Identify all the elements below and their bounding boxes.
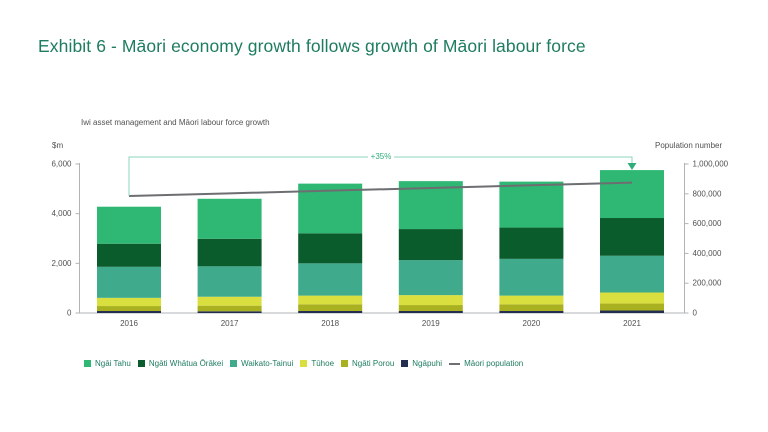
legend-label: Ngāi Tahu	[95, 359, 131, 368]
bar-segment-2018	[298, 311, 363, 313]
bar-segment-2020	[499, 258, 564, 296]
bar-segment-2019	[398, 311, 463, 313]
bar-segment-2018	[298, 233, 363, 264]
bar-segment-2020	[499, 311, 564, 313]
right-axis-tick-label: 800,000	[693, 189, 722, 198]
legend-item: Tūhoe	[300, 359, 334, 368]
legend-swatch-icon	[341, 360, 349, 367]
bar-segment-2016	[97, 206, 161, 244]
right-axis-tick-label: 200,000	[693, 279, 722, 288]
bar-segment-2021	[600, 170, 664, 219]
legend-swatch-icon	[230, 360, 238, 367]
legend-label: Ngāpuhi	[412, 359, 443, 368]
right-axis-unit-label: Population number	[655, 141, 723, 150]
legend-label: Māori population	[464, 359, 524, 368]
right-axis-tick-label: 1,000,000	[693, 160, 729, 169]
bar-segment-2020	[499, 295, 564, 305]
bar-segment-2019	[398, 229, 463, 261]
bar-segment-2020	[499, 227, 564, 259]
left-axis-unit-label: $m	[52, 141, 64, 150]
bar-segment-2017	[197, 198, 262, 239]
legend-item: Ngāti Porou	[341, 359, 394, 368]
bar-segment-2018	[298, 304, 363, 312]
bar-segment-2017	[197, 266, 262, 297]
x-axis-label: 2019	[422, 319, 440, 328]
bar-segment-2017	[197, 296, 262, 306]
bar-segment-2020	[499, 181, 564, 228]
bar-segment-2017	[197, 238, 262, 267]
legend-label: Waikato-Tainui	[241, 359, 294, 368]
bar-segment-2019	[398, 295, 463, 306]
legend-item: Ngāti Whātua Ōrākei	[137, 359, 224, 368]
legend-item: Māori population	[449, 359, 523, 368]
legend-label: Tūhoe	[311, 359, 335, 368]
left-axis-tick-label: 4,000	[51, 209, 72, 218]
bar-segment-2019	[398, 305, 463, 312]
x-axis-label: 2017	[221, 319, 239, 328]
left-axis-tick-label: 6,000	[51, 160, 72, 169]
page-title: Exhibit 6 - Māori economy growth follows…	[38, 36, 586, 56]
bar-segment-2016	[97, 266, 161, 298]
bar-segment-2017	[197, 305, 262, 312]
population-line	[128, 181, 633, 198]
legend-swatch-icon	[84, 360, 91, 367]
chart-subtitle: Iwi asset management and Māori labour fo…	[81, 118, 270, 127]
growth-bracket-right	[394, 156, 633, 163]
growth-annotation: +35%	[370, 151, 392, 161]
bar-segment-2021	[600, 218, 664, 256]
legend-item: Ngāpuhi	[401, 359, 442, 368]
left-axis-tick-label: 2,000	[51, 259, 72, 268]
x-axis-label: 2020	[523, 319, 541, 328]
legend-line-icon	[449, 362, 461, 365]
bar-segment-2021	[600, 303, 664, 311]
x-axis-label: 2016	[120, 319, 138, 328]
legend-item: Ngāi Tahu	[84, 359, 131, 368]
bar-segment-2021	[600, 292, 664, 304]
growth-bracket-left	[128, 156, 368, 196]
legend-item: Waikato-Tainui	[230, 359, 293, 368]
right-axis-tick-label: 600,000	[693, 219, 722, 228]
bar-segment-2017	[197, 311, 262, 313]
bar-segment-2021	[600, 255, 664, 293]
chart-legend: Ngāi Tahu Ngāti Whātua Ōrākei Waikato-Tain…	[84, 359, 523, 368]
left-axis-tick-label: 0	[67, 309, 72, 318]
bar-segment-2018	[298, 263, 363, 296]
arrow-down-icon	[627, 163, 637, 170]
legend-label: Ngāti Porou	[352, 359, 395, 368]
bar-segment-2016	[97, 311, 161, 313]
bar-segment-2016	[97, 243, 161, 267]
bar-segment-2020	[499, 304, 564, 312]
legend-swatch-icon	[137, 360, 145, 367]
right-axis-tick-label: 0	[693, 309, 698, 318]
right-axis-tick-label: 400,000	[693, 249, 722, 258]
bar-segment-2018	[298, 295, 363, 305]
x-axis-label: 2018	[321, 319, 339, 328]
bar-segment-2019	[398, 260, 463, 296]
bar-segment-2016	[97, 306, 161, 312]
legend-swatch-icon	[300, 360, 308, 367]
legend-swatch-icon	[401, 360, 409, 367]
x-axis-label: 2021	[623, 319, 641, 328]
bar-segment-2016	[97, 297, 161, 307]
bar-segment-2021	[600, 310, 664, 313]
legend-label: Ngāti Whātua Ōrākei	[148, 359, 224, 368]
